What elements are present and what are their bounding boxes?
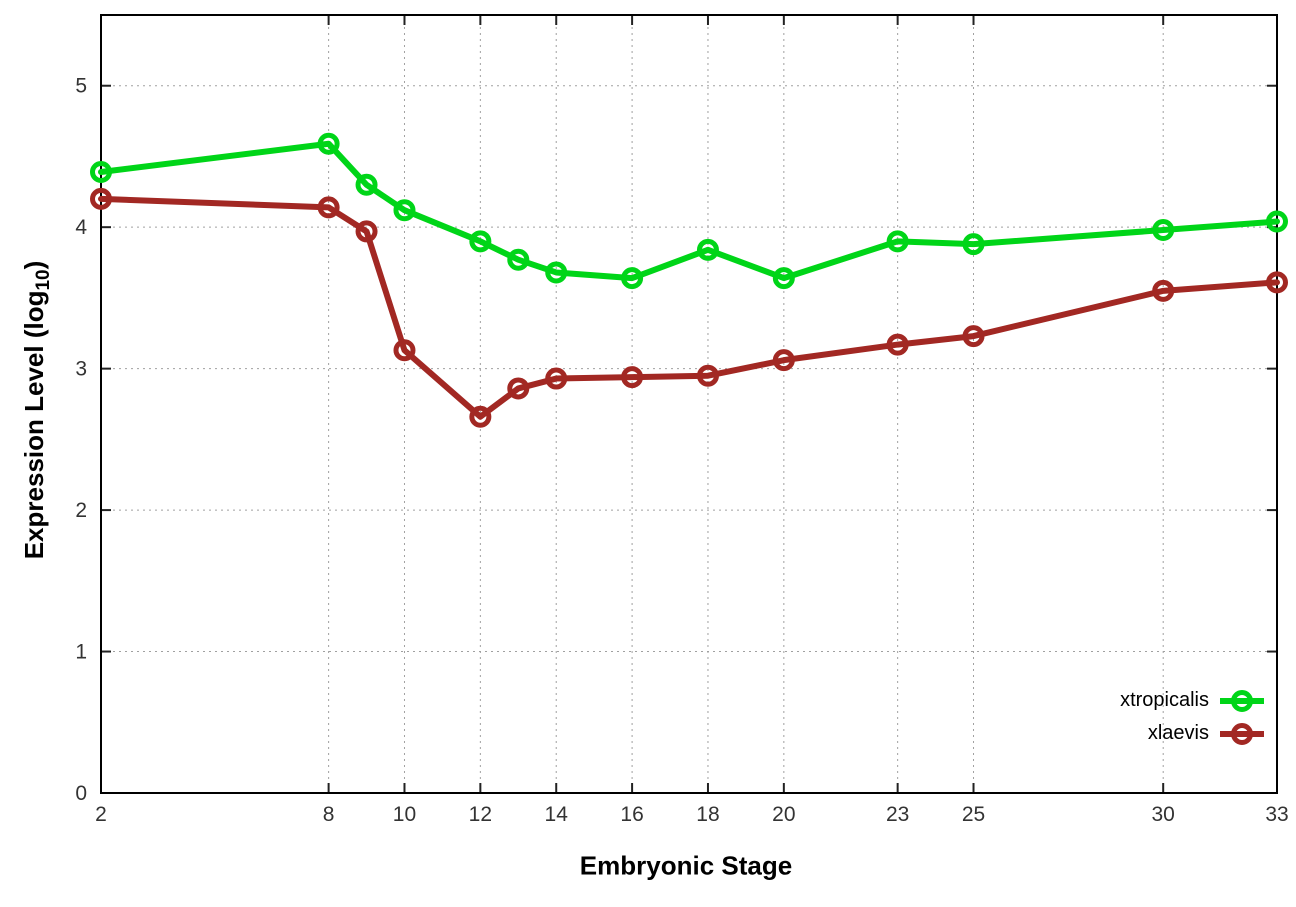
legend-marker-xlaevis bbox=[1220, 722, 1264, 746]
data-point bbox=[1266, 271, 1288, 294]
y-axis-title-subscript: 10 bbox=[33, 269, 55, 291]
y-tick-label: 2 bbox=[75, 499, 87, 522]
x-tick-label: 2 bbox=[95, 803, 107, 826]
x-tick-label: 23 bbox=[886, 803, 909, 826]
y-tick-label: 3 bbox=[75, 358, 87, 381]
legend-marker-xtropicalis bbox=[1220, 689, 1264, 713]
data-point bbox=[507, 248, 530, 271]
data-point bbox=[696, 364, 719, 387]
legend: xtropicalis xlaevis bbox=[1120, 684, 1264, 750]
x-tick-label: 12 bbox=[469, 803, 492, 826]
data-point bbox=[1152, 219, 1175, 242]
y-tick-label: 1 bbox=[75, 641, 87, 664]
legend-label-xlaevis: xlaevis bbox=[1147, 722, 1209, 744]
x-tick-label: 33 bbox=[1265, 803, 1288, 826]
x-tick-label: 10 bbox=[393, 803, 416, 826]
x-tick-label: 16 bbox=[620, 803, 643, 826]
y-tick-label: 4 bbox=[75, 216, 87, 239]
plot-border bbox=[100, 14, 1278, 794]
data-point bbox=[355, 220, 378, 243]
data-point bbox=[1266, 210, 1288, 233]
legend-label-xtropicalis: xtropicalis bbox=[1120, 689, 1209, 711]
y-axis-title-text: Expression Level (log bbox=[18, 290, 49, 560]
x-tick-label: 18 bbox=[696, 803, 719, 826]
data-point bbox=[355, 173, 378, 196]
series-line bbox=[98, 195, 1280, 420]
data-point bbox=[621, 366, 644, 389]
data-point bbox=[772, 349, 795, 372]
x-tick-label: 25 bbox=[962, 803, 985, 826]
x-tick-label: 30 bbox=[1152, 803, 1175, 826]
y-tick-label: 5 bbox=[75, 75, 87, 98]
data-point bbox=[469, 230, 492, 253]
x-tick-label: 20 bbox=[772, 803, 795, 826]
series-xtropicalis bbox=[90, 132, 1288, 290]
legend-entry-xtropicalis: xtropicalis bbox=[1120, 684, 1264, 717]
data-point bbox=[886, 230, 909, 253]
y-axis-title-close: ) bbox=[18, 260, 49, 270]
legend-entry-xlaevis: xlaevis bbox=[1120, 717, 1264, 750]
series-xlaevis bbox=[90, 187, 1288, 428]
data-point bbox=[393, 199, 416, 222]
data-point bbox=[545, 367, 568, 390]
data-point bbox=[90, 187, 112, 210]
data-point bbox=[317, 132, 340, 155]
data-point bbox=[393, 339, 416, 362]
x-tick-label: 8 bbox=[323, 803, 335, 826]
open-circle-marker-icon bbox=[1231, 689, 1253, 712]
x-tick-label: 14 bbox=[545, 803, 569, 826]
y-tick-label: 0 bbox=[75, 782, 87, 805]
data-point bbox=[621, 267, 644, 290]
open-circle-marker-icon bbox=[1231, 722, 1253, 745]
axis-ticks bbox=[100, 15, 1278, 794]
data-point bbox=[962, 233, 985, 256]
data-point bbox=[507, 377, 530, 400]
grid bbox=[101, 15, 1277, 793]
data-point bbox=[469, 405, 492, 428]
data-point bbox=[90, 161, 112, 184]
data-point bbox=[696, 238, 719, 261]
data-point bbox=[1152, 279, 1175, 302]
y-axis-title: Expression Level (log10) bbox=[19, 261, 55, 560]
data-point bbox=[962, 325, 985, 348]
data-point bbox=[317, 196, 340, 219]
x-axis-title: Embryonic Stage bbox=[579, 850, 793, 881]
data-point bbox=[545, 261, 568, 284]
data-point bbox=[772, 267, 795, 290]
data-point bbox=[886, 333, 909, 356]
series-line bbox=[98, 140, 1280, 282]
